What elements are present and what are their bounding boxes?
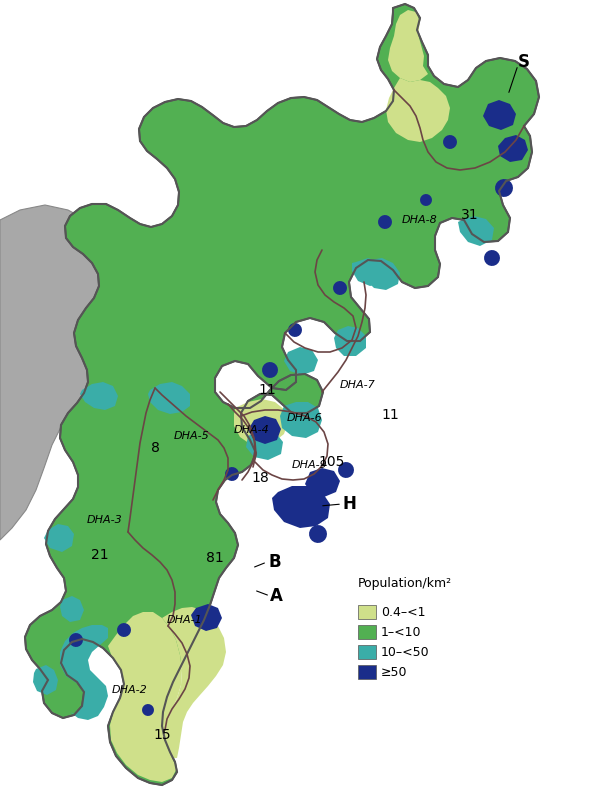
Text: H: H [342, 495, 356, 513]
Text: 81: 81 [206, 551, 224, 565]
Text: 0.4–<1: 0.4–<1 [381, 606, 425, 618]
Polygon shape [248, 416, 281, 444]
Text: DHA-3: DHA-3 [87, 515, 123, 525]
Polygon shape [420, 194, 432, 206]
Text: DHA-1: DHA-1 [167, 615, 203, 625]
Text: Population/km²: Population/km² [358, 577, 452, 590]
Polygon shape [288, 323, 302, 337]
Text: DHA-8: DHA-8 [402, 215, 438, 225]
Polygon shape [483, 100, 516, 130]
Text: DHA-2: DHA-2 [112, 685, 148, 695]
Bar [358, 625, 376, 639]
Text: A: A [270, 587, 283, 605]
Text: 15: 15 [153, 728, 171, 742]
Text: DHA-6: DHA-6 [287, 413, 323, 423]
Polygon shape [191, 604, 222, 631]
Text: DHA-7: DHA-7 [340, 380, 376, 390]
Polygon shape [60, 625, 108, 720]
Polygon shape [443, 135, 457, 149]
Text: 18: 18 [251, 471, 269, 485]
Polygon shape [80, 382, 118, 410]
Text: B: B [268, 553, 281, 571]
Polygon shape [352, 258, 386, 286]
Polygon shape [333, 281, 347, 295]
Polygon shape [108, 612, 182, 782]
Polygon shape [484, 250, 500, 266]
Polygon shape [0, 205, 130, 540]
Polygon shape [44, 524, 74, 552]
Polygon shape [498, 135, 528, 162]
Text: 21: 21 [91, 548, 109, 562]
Polygon shape [284, 347, 318, 375]
Polygon shape [495, 179, 513, 197]
Text: 11: 11 [381, 408, 399, 422]
Polygon shape [266, 220, 308, 252]
Polygon shape [117, 623, 131, 637]
Text: 11: 11 [258, 383, 276, 397]
Text: DHA-5: DHA-5 [174, 431, 210, 441]
Polygon shape [148, 382, 190, 414]
Polygon shape [458, 216, 494, 246]
Text: 1–<10: 1–<10 [381, 626, 421, 638]
Polygon shape [60, 596, 84, 622]
Text: DHA-4: DHA-4 [234, 425, 270, 435]
Polygon shape [246, 430, 283, 460]
Polygon shape [25, 4, 539, 785]
Polygon shape [334, 326, 366, 356]
Text: 10–<50: 10–<50 [381, 646, 430, 658]
Polygon shape [162, 607, 226, 758]
Polygon shape [225, 467, 239, 481]
Polygon shape [33, 665, 58, 695]
Polygon shape [338, 462, 354, 478]
Polygon shape [142, 704, 154, 716]
Polygon shape [309, 525, 327, 543]
Polygon shape [280, 402, 322, 438]
Text: DHA-9: DHA-9 [292, 460, 328, 470]
Bar [358, 645, 376, 659]
Text: 8: 8 [151, 441, 160, 455]
Polygon shape [69, 633, 83, 647]
Polygon shape [234, 399, 288, 446]
Polygon shape [388, 10, 428, 82]
Text: 105: 105 [319, 455, 345, 469]
Text: 31: 31 [461, 208, 479, 222]
Polygon shape [305, 468, 340, 497]
Bar [358, 605, 376, 619]
Bar [358, 665, 376, 679]
Polygon shape [365, 258, 400, 290]
Polygon shape [251, 323, 266, 336]
Text: S: S [518, 53, 530, 71]
Polygon shape [262, 362, 278, 378]
Polygon shape [386, 78, 450, 142]
Polygon shape [272, 486, 330, 528]
Polygon shape [378, 215, 392, 229]
Text: ≥50: ≥50 [381, 666, 407, 678]
